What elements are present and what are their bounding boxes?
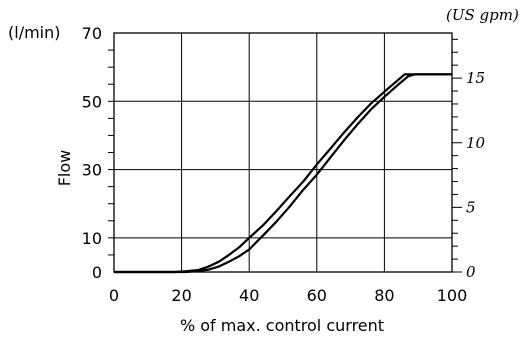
x-tick-label: 40 xyxy=(239,286,259,305)
y-tick-label-right: 10 xyxy=(466,134,486,152)
y-tick-label-right: 5 xyxy=(466,198,476,216)
y-axis-label: Flow xyxy=(55,150,74,187)
x-axis-label: % of max. control current xyxy=(180,316,384,335)
series-line-2 xyxy=(114,73,452,274)
x-tick-label: 60 xyxy=(307,286,327,305)
plot-frame xyxy=(113,32,453,273)
y-tick-label-right: 0 xyxy=(466,263,476,281)
x-tick-label: 100 xyxy=(437,286,468,305)
y-tick-label-left: 30 xyxy=(82,161,102,180)
y-tick-label-left: 0 xyxy=(92,263,102,282)
y-unit-left-label: (l/min) xyxy=(8,23,61,42)
x-tick-label: 80 xyxy=(374,286,394,305)
y-tick-label-right: 15 xyxy=(466,69,485,87)
grid-lines xyxy=(108,33,452,272)
x-tick-label: 20 xyxy=(171,286,191,305)
series-lines xyxy=(114,73,452,274)
x-tick-label: 0 xyxy=(109,286,119,305)
y-unit-right-label: (US gpm) xyxy=(446,6,519,24)
series-line-1 xyxy=(114,73,452,274)
y-tick-label-left: 10 xyxy=(82,229,102,248)
tick-labels: 0 20 40 60 80 100 0 10 30 50 70 0 5 10 15 xyxy=(82,24,486,305)
y-tick-label-left: 70 xyxy=(82,24,102,43)
y-tick-label-left: 50 xyxy=(82,92,102,111)
right-axis-ticks xyxy=(452,38,462,273)
